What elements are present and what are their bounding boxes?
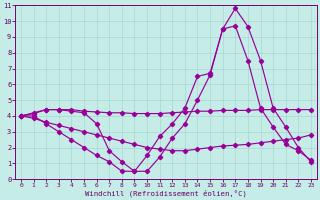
X-axis label: Windchill (Refroidissement éolien,°C): Windchill (Refroidissement éolien,°C) <box>85 190 247 197</box>
